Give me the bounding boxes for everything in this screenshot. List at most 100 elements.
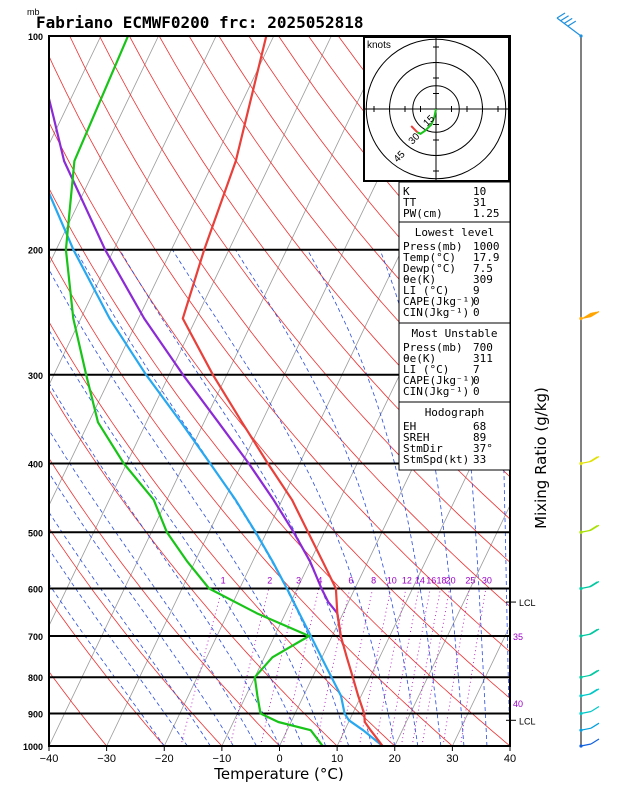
mixing-ratio-line xyxy=(339,588,374,746)
index-label: Press(mb) xyxy=(403,341,463,354)
mixing-ratio-label: 25 xyxy=(465,575,475,585)
pressure-tick-label: 600 xyxy=(28,584,43,594)
temperature-tick-label: 40 xyxy=(504,753,516,765)
wind-barb xyxy=(579,738,600,748)
wind-barb xyxy=(579,311,600,321)
pressure-tick-label: 100 xyxy=(28,32,43,42)
temperature-tick-label: 0 xyxy=(276,753,282,765)
mixing-ratio-line xyxy=(375,588,407,746)
wind-barb xyxy=(579,628,600,638)
index-label: Dewp(°C) xyxy=(403,262,456,275)
wind-barb xyxy=(556,12,583,38)
wind-barb-flag xyxy=(589,525,598,532)
index-label: PW(cm) xyxy=(403,207,443,220)
dry-adiabat-line xyxy=(49,527,223,746)
index-label: θe(K) xyxy=(403,273,436,286)
index-section-heading: Most Unstable xyxy=(411,327,497,340)
index-label: CIN(Jkg⁻¹) xyxy=(403,306,469,319)
temperature-tick-label: −20 xyxy=(155,753,174,765)
wind-barb-shaft xyxy=(580,460,592,465)
chart-title: Fabriano ECMWF0200 frc: 2025052818 xyxy=(36,13,364,32)
indices-box xyxy=(398,221,511,324)
wind-barb xyxy=(579,722,600,732)
index-value: 311 xyxy=(473,352,493,365)
mixing-ratio-labels: 1 2 3 4 6 8 10 12 14 16 18 20 25 30 xyxy=(221,575,492,585)
pressure-tick-label: 400 xyxy=(28,459,43,469)
index-value: 17.9 xyxy=(473,251,500,264)
moist-adiabat-line xyxy=(49,583,165,746)
wind-barb-flag xyxy=(590,706,600,713)
index-value: 31 xyxy=(473,196,486,209)
dry-adiabat-line xyxy=(69,36,510,608)
index-value: 68 xyxy=(473,420,486,433)
profile-dewpoint-line xyxy=(64,36,324,746)
hodograph-label: knots xyxy=(367,40,391,51)
index-label: EH xyxy=(403,420,416,433)
isotherm-line xyxy=(394,504,510,746)
temperature-tick-label: 10 xyxy=(331,753,343,765)
profiles xyxy=(49,36,384,746)
pressure-tick-label: 800 xyxy=(28,673,43,683)
wind-barb-point xyxy=(579,728,583,732)
dry-adiabat-line xyxy=(49,121,510,699)
pressure-tick-label: 500 xyxy=(28,528,43,538)
index-label: Temp(°C) xyxy=(403,251,456,264)
theta-e-labels: 35 40 xyxy=(513,632,523,709)
index-value: 7.5 xyxy=(473,262,493,275)
right-axis-label: Mixing Ratio (g/kg) xyxy=(532,387,550,529)
mixing-ratio-label: 8 xyxy=(371,575,376,585)
mixing-ratio-label: 2 xyxy=(267,575,272,585)
index-value: 89 xyxy=(473,431,486,444)
moist-adiabat-line xyxy=(49,429,257,746)
mixing-ratio-label: 30 xyxy=(482,575,492,585)
wind-barb-flag xyxy=(560,15,569,22)
index-label: LI (°C) xyxy=(403,284,449,297)
index-value: 0 xyxy=(473,306,480,319)
dry-adiabat-line xyxy=(49,254,453,746)
wind-barb xyxy=(579,706,600,716)
index-label: TT xyxy=(403,196,417,209)
dry-adiabat-line xyxy=(49,55,510,653)
profile-surface-parcel-line xyxy=(49,190,384,746)
pressure-tick-labels: 100 200 300 400 500 600 700 800 900 1000 xyxy=(23,32,43,752)
index-label: θe(K) xyxy=(403,352,436,365)
wind-barb-flag xyxy=(563,17,573,24)
moist-adiabat-line xyxy=(49,548,188,746)
pressure-tick-label: 700 xyxy=(28,632,43,642)
mixing-ratio-label: 1 xyxy=(221,575,226,585)
wind-barb-flag xyxy=(567,20,577,27)
mixing-ratio-label: 12 xyxy=(402,575,412,585)
index-label: K xyxy=(403,185,410,198)
dry-adiabat-line xyxy=(49,388,338,746)
theta-e-label: 35 xyxy=(513,632,523,642)
index-label: SREH xyxy=(403,431,430,444)
mixing-ratio-label: 14 xyxy=(415,575,425,585)
index-section-heading: Hodograph xyxy=(425,406,485,419)
isotherm-line xyxy=(49,36,217,386)
mixing-ratio-label: 10 xyxy=(387,575,397,585)
indices-box xyxy=(398,181,511,223)
wind-barb-flag xyxy=(589,688,598,695)
wind-barb-shaft xyxy=(580,693,592,697)
isotherm-line xyxy=(49,36,275,507)
wind-barb xyxy=(579,688,600,698)
wind-barb-shaft xyxy=(580,743,592,747)
wind-barb-flag xyxy=(589,581,598,588)
moist-adiabat-line xyxy=(49,472,234,746)
wind-barb-shaft xyxy=(580,710,592,715)
index-value: 9 xyxy=(473,284,480,297)
mixing-ratio-line xyxy=(260,588,298,746)
index-value: 33 xyxy=(473,453,486,466)
index-label: StmSpd(kt) xyxy=(403,453,469,466)
wind-barb-flag xyxy=(590,722,600,729)
index-value: 7 xyxy=(473,363,480,376)
wind-barb-flag xyxy=(590,738,600,745)
profile-most-unstable-parcel-line xyxy=(49,94,342,637)
temperature-tick-label: −30 xyxy=(97,753,116,765)
pressure-unit-label: mb xyxy=(27,7,40,17)
moist-adiabat-line xyxy=(49,382,280,746)
dry-adiabat-line xyxy=(49,187,510,746)
mixing-ratio-label: 18 xyxy=(436,575,446,585)
wind-barb-shaft xyxy=(580,585,592,590)
